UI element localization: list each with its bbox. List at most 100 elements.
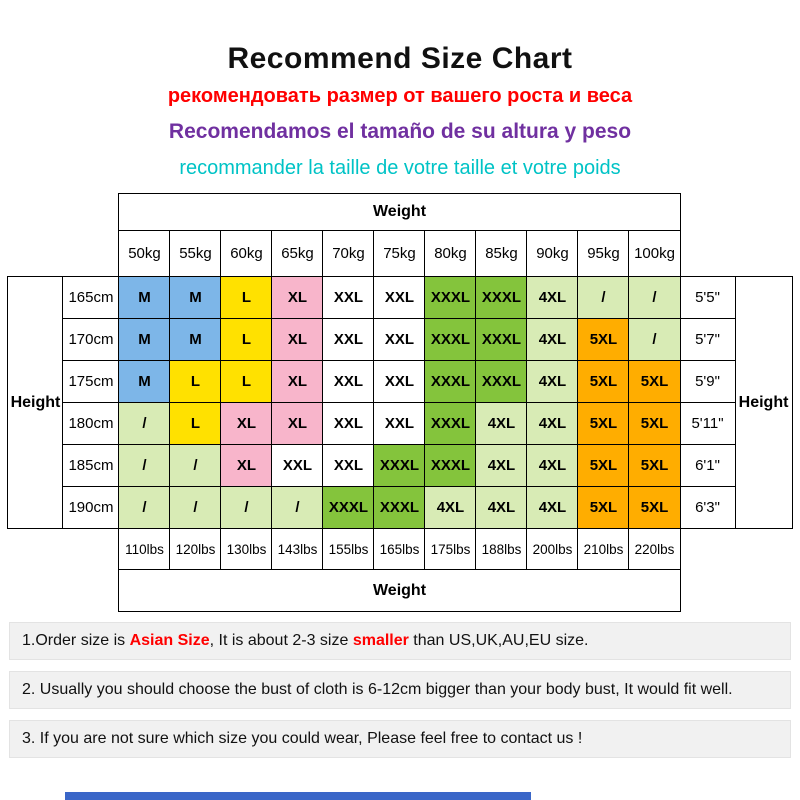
size-row-165cm: Height 165cm M M L XL XXL XXL XXXL XXXL 4XL //5'5" H… (7, 276, 793, 529)
size-cell: XXXL (373, 444, 426, 487)
weight-lbs-cell: 210lbs (577, 528, 630, 570)
page-title: Recommend Size Chart (227, 42, 573, 75)
size-cell: M (169, 318, 222, 361)
weight-lbs-cell: 165lbs (373, 528, 426, 570)
height-header-right: Height (734, 276, 793, 529)
weight-lbs-cell: 143lbs (271, 528, 324, 570)
height-cm-cell: 175cm (62, 360, 120, 403)
size-row-170cm: 170cm M M L XL XXL XXL XXXL XXXL 4XL 5XL/5'7" (8, 318, 792, 361)
header: Recommend Size Chart рекомендовать разме… (0, 0, 800, 180)
corner-blank-top-right (680, 193, 793, 277)
weight-kg-cell: 100kg (628, 230, 681, 277)
size-cell: L (169, 360, 222, 403)
weight-lbs-cell: 110lbs (118, 528, 171, 570)
subtitle-russian: рекомендовать размер от вашего роста и в… (167, 85, 633, 107)
size-cell: XXXL (475, 318, 528, 361)
size-row-175cm: 175cm M L L XL XXL XXL XXXL XXXL 4XL 5XL 5XL 5'9" (8, 360, 792, 403)
size-cell: XXL (322, 318, 375, 361)
height-ft-cell: 6'3" (679, 486, 736, 529)
size-cell: / (271, 486, 324, 529)
height-cm-cell: 190cm (62, 486, 120, 529)
size-cell: XXL (373, 276, 426, 319)
weight-lbs-cell: 175lbs (424, 528, 477, 570)
weight-kg-cell: 85kg (475, 230, 528, 277)
size-cell: XXL (271, 444, 324, 487)
corner-blank-bottom-right (680, 528, 793, 612)
size-cell: / (577, 276, 630, 319)
corner-blank-top-left (7, 193, 119, 277)
weight-kg-cell: 90kg (526, 230, 579, 277)
size-cell: XXL (373, 318, 426, 361)
size-row-185cm: 185cm / / XL XXL XXL XXXL XXXL 4XL 4XL 5XL 5XL 6'1" (8, 444, 792, 487)
weight-lbs-row: 110lbs 120lbs 130lbs 143lbs 155lbs 165lbs 175l… (7, 528, 793, 612)
size-cell: 5XL (577, 360, 630, 403)
subtitle-spanish: Recomendamos el tamaño de su altura y pe… (168, 120, 632, 143)
size-cell: / (118, 486, 171, 529)
size-cell: 4XL (475, 402, 528, 445)
size-cell: 5XL (628, 360, 681, 403)
size-cell: XL (271, 360, 324, 403)
note-text: , It is about 2-3 size (209, 632, 353, 649)
size-cell: XXL (322, 444, 375, 487)
weight-header-row-top: Weight (7, 193, 793, 277)
note-item-3: 3. If you are not sure which size you co… (9, 720, 791, 758)
size-cell: M (169, 276, 222, 319)
note-text: 1.Order size is (22, 632, 130, 649)
size-cell: M (118, 360, 171, 403)
size-cell: / (628, 276, 681, 319)
size-cell: L (220, 318, 273, 361)
size-cell: / (118, 402, 171, 445)
size-row-180cm: 180cm / L XL XL XXL XXL XXXL 4XL 4XL 5XL 5XL 5'11" (8, 402, 792, 445)
size-cell: M (118, 276, 171, 319)
size-cell: 4XL (424, 486, 477, 529)
size-cell: XL (271, 318, 324, 361)
height-cm-cell: 185cm (62, 444, 120, 487)
weight-kg-cell: 70kg (322, 230, 375, 277)
note-highlight: Asian Size (129, 632, 210, 649)
height-cm-cell: 180cm (62, 402, 120, 445)
weight-kg-cell: 65kg (271, 230, 324, 277)
size-cell: XXXL (373, 486, 426, 529)
subtitle-french: recommander la taille de votre taille et… (179, 157, 621, 179)
size-cell: 5XL (628, 402, 681, 445)
size-cell: 4XL (526, 486, 579, 529)
corner-blank-bottom-left (7, 528, 119, 612)
weight-kg-row: 50kg 55kg 60kg 65kg 70kg 75kg 80kg 85kg 90kg 95kg… (8, 230, 792, 277)
size-cell: 4XL (526, 402, 579, 445)
height-ft-cell: 5'9" (679, 360, 736, 403)
weight-lbs-cell: 155lbs (322, 528, 375, 570)
weight-lbs-cell: 200lbs (526, 528, 579, 570)
height-cm-cell: 165cm (62, 276, 120, 319)
size-cell: L (220, 276, 273, 319)
note-highlight: smaller (352, 632, 409, 649)
size-cell: 4XL (475, 486, 528, 529)
weight-lbs-cell: 120lbs (169, 528, 222, 570)
note-text: than US,UK,AU,EU size. (408, 632, 589, 649)
size-cell: XL (271, 276, 324, 319)
size-cell: 4XL (526, 444, 579, 487)
size-cell: XXXL (322, 486, 375, 529)
height-ft-cell: 5'7" (679, 318, 736, 361)
size-cell: XL (220, 444, 273, 487)
size-cell: L (220, 360, 273, 403)
size-cell: / (118, 444, 171, 487)
note-item-2: 2. Usually you should choose the bust of… (9, 671, 791, 709)
height-ft-cell: 5'5" (679, 276, 736, 319)
weight-kg-cell: 55kg (169, 230, 222, 277)
weight-kg-cell: 95kg (577, 230, 630, 277)
size-cell: XXXL (424, 402, 477, 445)
size-cell: XXXL (424, 444, 477, 487)
size-cell: / (628, 318, 681, 361)
note-text: 2. Usually you should choose the bust of… (22, 681, 733, 698)
size-cell: 5XL (577, 402, 630, 445)
size-cell: XXL (322, 360, 375, 403)
size-cell: 4XL (475, 444, 528, 487)
size-cell: XXXL (424, 318, 477, 361)
weight-kg-cell: 60kg (220, 230, 273, 277)
weight-lbs-cell: 130lbs (220, 528, 273, 570)
weight-kg-cell: 80kg (424, 230, 477, 277)
size-cell: XXL (322, 402, 375, 445)
notes-section: 1.Order size is Asian Size, It is about … (9, 622, 791, 758)
weight-header-row-bottom: Weight (8, 569, 792, 612)
